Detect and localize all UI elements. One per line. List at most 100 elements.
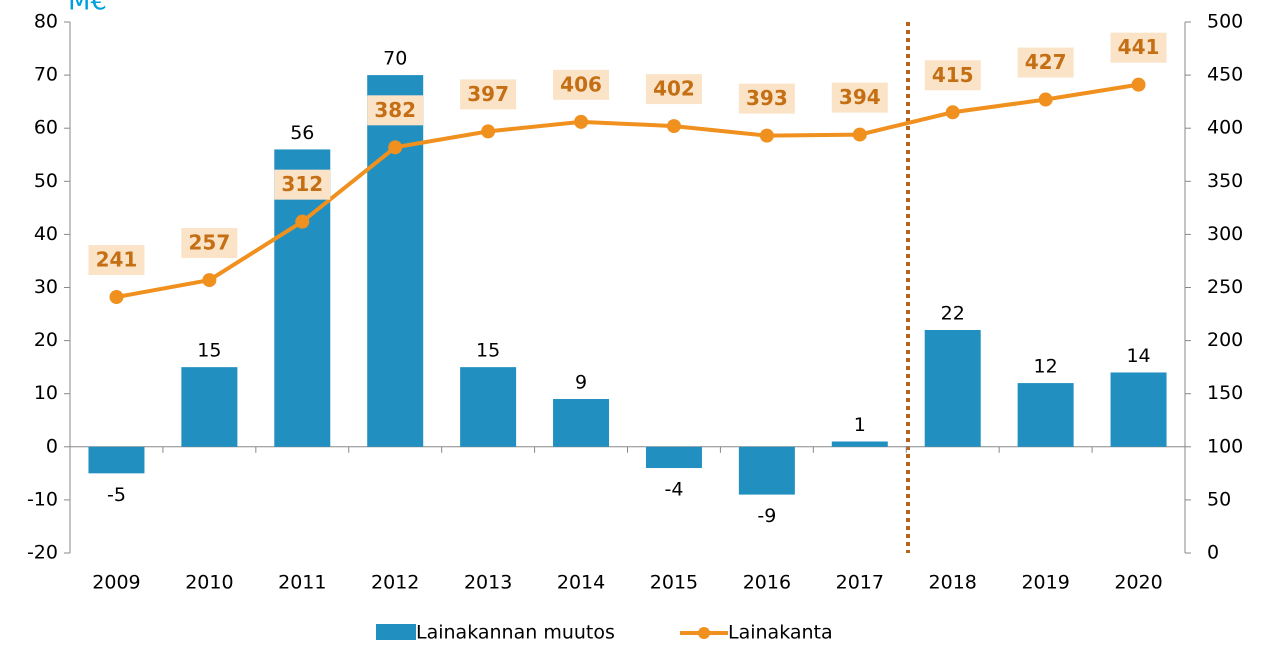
y-tick-label: 10 [34, 382, 58, 404]
x-tick-label: 2015 [650, 572, 698, 594]
line-point [1038, 92, 1053, 107]
y-tick-label: -20 [27, 542, 58, 564]
x-tick-label: 2011 [278, 572, 326, 594]
line-label-bg [831, 82, 888, 113]
bar-value-label: 15 [476, 340, 500, 362]
line-value-label: 394 [839, 85, 881, 109]
y2-tick-label: 0 [1207, 542, 1219, 564]
bar-value-label: 70 [383, 48, 407, 70]
x-tick-label: 2013 [464, 572, 512, 594]
x-tick-label: 2010 [185, 572, 233, 594]
line-point [388, 140, 403, 155]
y-tick-label: 20 [34, 329, 58, 351]
y-tick-label: 80 [34, 11, 58, 33]
y2-tick-label: 350 [1207, 170, 1243, 192]
line-value-label: 312 [281, 172, 323, 196]
line-label-bg [738, 83, 795, 114]
x-tick-label: 2014 [557, 572, 605, 594]
y2-tick-label: 300 [1207, 223, 1243, 245]
line-value-label: 415 [932, 63, 974, 87]
legend-label: Lainakanta [728, 622, 833, 644]
line-label-bg [924, 60, 981, 91]
y-tick-label: -10 [27, 488, 58, 510]
x-tick-label: 2009 [92, 572, 140, 594]
bar [553, 399, 610, 447]
x-tick-label: 2018 [929, 572, 977, 594]
line-value-label: 241 [96, 248, 138, 272]
bar-value-label: 12 [1034, 356, 1058, 378]
line-point [202, 273, 217, 288]
bar-value-label: -9 [757, 505, 776, 527]
bar-value-label: 14 [1126, 345, 1150, 367]
line-value-label: 257 [189, 231, 231, 255]
y-tick-label: 0 [46, 435, 58, 457]
y2-tick-label: 200 [1207, 329, 1243, 351]
y2-tick-label: 400 [1207, 117, 1243, 139]
y-tick-label: 70 [34, 64, 58, 86]
line-value-label: 427 [1025, 50, 1067, 74]
line-label-bg [181, 228, 238, 259]
bar-value-label: 22 [941, 302, 965, 324]
line [116, 82, 1139, 300]
y-tick-label: 40 [34, 223, 58, 245]
line-point [945, 105, 960, 120]
legend-swatch [698, 627, 710, 639]
line-point [666, 119, 681, 134]
line-value-label: 441 [1118, 35, 1160, 59]
line-point [852, 127, 867, 142]
bar [924, 329, 981, 447]
line-value-label: 382 [374, 98, 416, 122]
y2-tick-label: 250 [1207, 276, 1243, 298]
line-label-bg [1017, 47, 1074, 78]
line-label-bg [645, 74, 702, 105]
legend-swatch [376, 624, 416, 640]
y2-tick-label: 450 [1207, 64, 1243, 86]
y-tick-label: 50 [34, 170, 58, 192]
line-point [295, 214, 310, 229]
line-point [481, 124, 496, 139]
line-label-bg [460, 79, 517, 110]
line-point [109, 290, 124, 305]
line-point [1131, 77, 1146, 92]
line-label-bg [553, 69, 610, 100]
bar [181, 367, 238, 447]
bar-value-label: 56 [290, 122, 314, 144]
line-value-label: 402 [653, 77, 695, 101]
legend-label: Lainakannan muutos [416, 622, 615, 644]
line-label-bg [1110, 32, 1167, 63]
y-tick-label: 60 [34, 117, 58, 139]
bar [88, 446, 145, 474]
bar [460, 367, 517, 447]
y2-tick-label: 100 [1207, 435, 1243, 457]
bar [645, 446, 702, 469]
bar-value-label: 9 [575, 372, 587, 394]
bar-value-label: 15 [197, 340, 221, 362]
line-point [574, 114, 589, 129]
x-tick-label: 2012 [371, 572, 419, 594]
line-value-label: 393 [746, 86, 788, 110]
line-point [759, 128, 774, 143]
line-value-label: 397 [467, 82, 509, 106]
y2-tick-label: 500 [1207, 11, 1243, 33]
x-tick-label: 2017 [836, 572, 884, 594]
y-tick-label: 30 [34, 276, 58, 298]
y2-tick-label: 150 [1207, 382, 1243, 404]
line-label-bg [367, 95, 424, 126]
line-label-bg [88, 245, 145, 276]
line-value-label: 406 [560, 72, 602, 96]
y2-tick-label: 50 [1207, 488, 1231, 510]
bar [367, 75, 424, 447]
bar [831, 441, 888, 447]
bar [738, 446, 795, 495]
chart-title: M€ [68, 0, 107, 17]
bar-value-label: -5 [107, 484, 126, 506]
bar-value-label: 1 [854, 414, 866, 436]
x-tick-label: 2019 [1021, 572, 1069, 594]
bar [1110, 372, 1167, 447]
bar [1017, 383, 1074, 447]
x-tick-label: 2016 [743, 572, 791, 594]
bar-value-label: -4 [664, 479, 683, 501]
x-tick-label: 2020 [1114, 572, 1162, 594]
